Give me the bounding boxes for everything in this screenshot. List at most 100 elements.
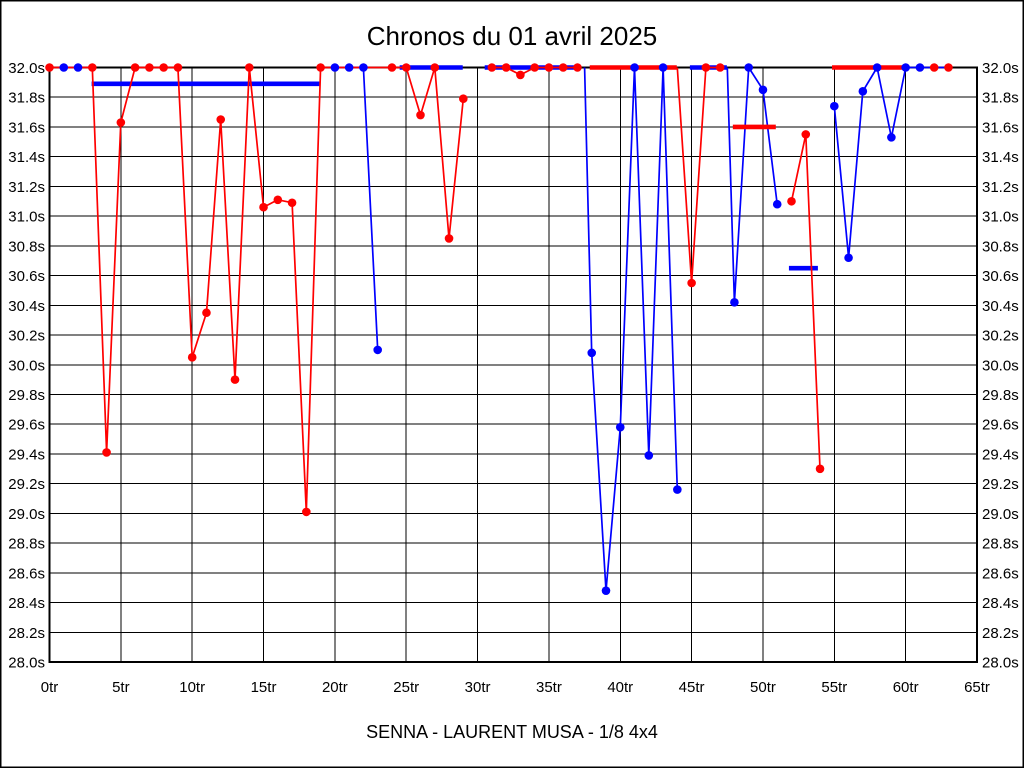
series-blue-run [334,66,379,350]
data-point-red [216,115,226,124]
data-point-blue [373,345,382,355]
data-point-blue [673,485,682,494]
data-point-blue [601,586,611,595]
chart-subtitle: SENNA - LAURENT MUSA - 1/8 4x4 [366,722,658,742]
data-point-blue [915,63,925,72]
y-axis-label-right: 30.6s [982,268,1019,285]
data-point-red [573,63,582,72]
data-point-blue [658,63,668,72]
x-axis-label: 0tr [41,679,59,696]
y-axis-label-left: 31.8s [8,90,45,107]
data-point-red [487,63,497,72]
data-point-blue [615,422,625,432]
y-axis-label-left: 31.2s [8,179,45,196]
data-point-blue [901,63,910,72]
series-blue-markers [59,63,925,595]
series-red-run [676,66,721,284]
series-red-markers [45,63,953,517]
y-axis-label-right: 31.2s [982,179,1019,196]
data-point-red [801,130,811,139]
y-axis-label-left: 29.4s [8,446,45,463]
axis-labels: 32.0s 32.0s 31.8s 31.8s 31.6s 31.6s 31.4s 31.4s… [8,60,1018,696]
y-axis-label-left: 28.0s [8,655,45,672]
y-axis-label-right: 30.0s [982,357,1019,374]
y-axis-label-right: 29.4s [982,446,1019,463]
x-axis-label: 60tr [893,679,919,696]
y-axis-label-left: 29.0s [8,506,45,523]
data-point-red [715,63,725,72]
y-axis-label-right: 31.4s [982,149,1019,166]
series-red-run [790,133,821,469]
y-axis-label-right: 31.6s [982,119,1019,136]
series-blue-run [583,66,679,592]
x-axis-label: 20tr [322,679,348,696]
y-axis-label-left: 32.0s [8,60,45,77]
y-axis-label-left: 30.2s [8,328,45,345]
data-point-blue [772,199,782,209]
data-point-red [130,63,140,72]
chart-title: Chronos du 01 avril 2025 [366,21,658,51]
y-axis-label-right: 31.0s [982,209,1019,226]
data-point-red [401,63,411,72]
data-point-red [187,353,197,362]
y-axis-label-right: 29.0s [982,506,1019,523]
data-point-red [102,448,111,457]
x-axis-label: 55tr [821,679,847,696]
data-point-red [316,63,325,72]
data-point-red [116,118,126,127]
x-axis-label: 40tr [607,679,633,696]
data-point-red [244,63,254,72]
data-point-blue [359,63,368,72]
y-axis-label-left: 28.2s [8,625,45,642]
y-axis-label-right: 30.4s [982,298,1019,315]
y-axis-label-left: 29.8s [8,387,45,404]
data-point-red [302,507,311,517]
x-axis-label: 25tr [393,679,419,696]
x-axis-label: 45tr [679,679,705,696]
x-axis-label: 30tr [465,679,491,696]
y-axis-label-right: 32.0s [982,60,1019,77]
data-point-red [416,110,425,120]
y-axis-label-right: 29.8s [982,387,1019,404]
y-axis-label-right: 28.6s [982,565,1019,582]
data-point-red [501,63,511,72]
y-axis-label-right: 29.6s [982,417,1019,434]
y-axis-label-left: 31.0s [8,209,45,226]
x-axis-label: 50tr [750,679,776,696]
data-point-red [530,63,539,72]
y-axis-label-right: 28.0s [982,655,1019,672]
data-point-blue [830,101,839,111]
y-axis-label-right: 28.8s [982,536,1019,553]
data-point-red [701,63,711,72]
y-axis-label-right: 31.8s [982,90,1019,107]
y-axis-label-right: 28.2s [982,625,1019,642]
data-point-blue [59,63,69,72]
data-point-blue [872,63,882,72]
data-point-blue [887,133,896,142]
data-point-blue [730,298,739,307]
data-point-red [544,63,554,72]
data-point-blue [73,63,83,72]
data-point-blue [630,63,639,72]
data-point-blue [744,63,753,72]
series-red-run [49,66,465,513]
x-axis-label: 15tr [251,679,277,696]
y-axis-label-left: 31.6s [8,119,45,136]
y-axis-label-right: 29.2s [982,476,1019,493]
y-axis-label-left: 28.4s [8,595,45,612]
data-point-red [815,464,825,474]
data-point-red [558,63,568,72]
data-point-red [687,278,696,288]
data-point-red [287,198,297,208]
x-axis-label: 65tr [964,679,990,696]
data-point-red [444,234,454,243]
y-axis-label-right: 30.2s [982,328,1019,345]
data-point-red [387,63,397,72]
data-point-blue [644,451,654,460]
y-axis-label-left: 30.0s [8,357,45,374]
data-point-red [273,195,283,205]
data-point-red [929,63,939,72]
y-axis-label-left: 28.8s [8,536,45,553]
data-point-red [259,202,268,212]
